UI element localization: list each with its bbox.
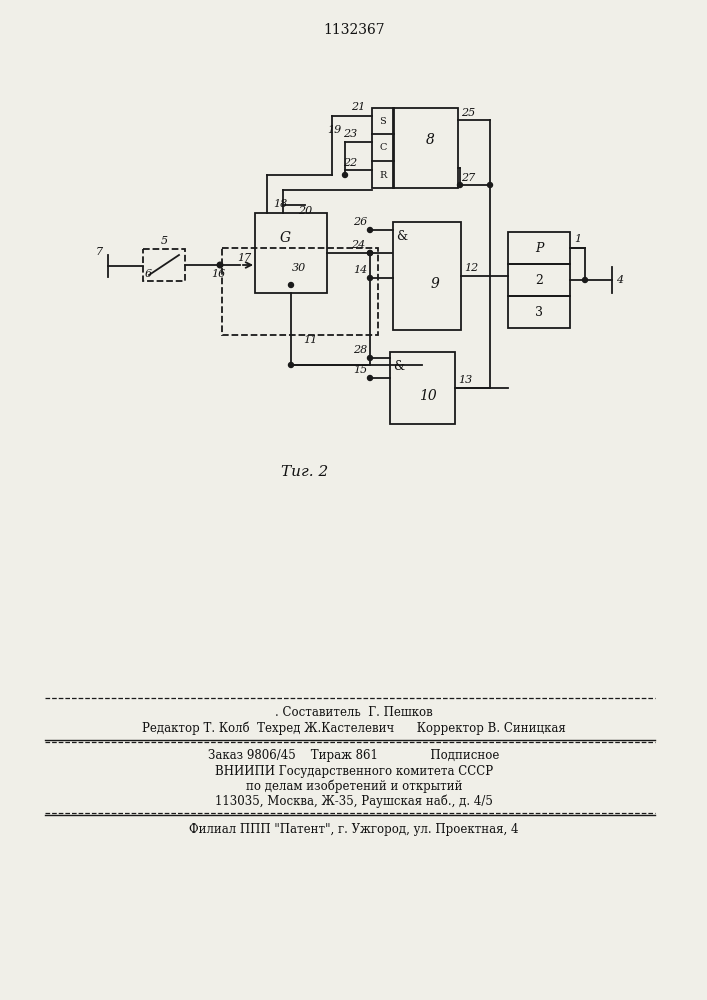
Circle shape <box>583 277 588 282</box>
Bar <box>372 108 394 188</box>
Text: 24: 24 <box>351 240 365 250</box>
Text: 15: 15 <box>353 365 367 375</box>
Text: ВНИИПИ Государственного комитета СССР: ВНИИПИ Государственного комитета СССР <box>215 764 493 778</box>
Circle shape <box>368 356 373 360</box>
Text: 1: 1 <box>574 234 582 244</box>
Text: 5: 5 <box>160 236 168 246</box>
Circle shape <box>368 250 373 255</box>
Circle shape <box>457 182 462 188</box>
Bar <box>393 108 458 188</box>
Text: 26: 26 <box>353 217 367 227</box>
Text: 9: 9 <box>431 277 440 291</box>
Text: 8: 8 <box>426 133 435 147</box>
Text: 30: 30 <box>292 263 306 273</box>
Text: 19: 19 <box>327 125 341 135</box>
Text: 23: 23 <box>343 129 357 139</box>
Bar <box>508 232 570 264</box>
Circle shape <box>368 228 373 232</box>
Text: 113035, Москва, Ж-35, Раушская наб., д. 4/5: 113035, Москва, Ж-35, Раушская наб., д. … <box>215 794 493 808</box>
Text: 4: 4 <box>617 275 624 285</box>
Text: C: C <box>380 143 387 152</box>
Text: 18: 18 <box>273 199 287 209</box>
Text: &: & <box>397 230 407 242</box>
Text: Заказ 9806/45    Тираж 861              Подписное: Заказ 9806/45 Тираж 861 Подписное <box>209 750 500 762</box>
Bar <box>393 222 461 330</box>
Text: G: G <box>279 231 291 245</box>
Text: 7: 7 <box>95 247 103 257</box>
Circle shape <box>368 375 373 380</box>
Text: 3: 3 <box>535 306 543 318</box>
Text: 20: 20 <box>298 206 312 216</box>
Circle shape <box>368 275 373 280</box>
Text: 10: 10 <box>419 389 436 403</box>
Text: Редактор Т. Колб  Техред Ж.Кастелевич      Корректор В. Синицкая: Редактор Т. Колб Техред Ж.Кастелевич Кор… <box>142 721 566 735</box>
Text: 28: 28 <box>353 345 367 355</box>
Text: 6: 6 <box>144 269 151 279</box>
Text: 1132367: 1132367 <box>323 23 385 37</box>
Text: S: S <box>380 116 386 125</box>
Text: 21: 21 <box>351 102 365 112</box>
Circle shape <box>368 250 373 255</box>
Circle shape <box>488 182 493 188</box>
Bar <box>390 352 455 424</box>
Text: . Составитель  Г. Пешков: . Составитель Г. Пешков <box>275 706 433 718</box>
Bar <box>222 248 378 335</box>
Bar <box>143 249 185 281</box>
Text: R: R <box>380 170 387 180</box>
Text: 22: 22 <box>343 158 357 168</box>
Text: Τиг. 2: Τиг. 2 <box>281 465 329 479</box>
Circle shape <box>288 362 293 367</box>
Bar <box>255 213 327 293</box>
Bar <box>508 296 570 328</box>
Bar <box>508 264 570 296</box>
Text: &: & <box>393 360 404 372</box>
Text: 25: 25 <box>461 108 475 118</box>
Text: 11: 11 <box>303 335 317 345</box>
Circle shape <box>342 172 348 178</box>
Text: 12: 12 <box>464 263 478 273</box>
Text: 27: 27 <box>461 173 475 183</box>
Text: P: P <box>534 241 543 254</box>
Text: 13: 13 <box>458 375 472 385</box>
Text: 14: 14 <box>353 265 367 275</box>
Text: 2: 2 <box>535 273 543 286</box>
Text: 17: 17 <box>237 253 251 263</box>
Text: Филиал ППП "Патент", г. Ужгород, ул. Проектная, 4: Филиал ППП "Патент", г. Ужгород, ул. Про… <box>189 824 519 836</box>
Circle shape <box>217 262 223 268</box>
Circle shape <box>288 282 293 288</box>
Text: 16: 16 <box>211 269 225 279</box>
Text: по делам изобретений и открытий: по делам изобретений и открытий <box>246 779 462 793</box>
